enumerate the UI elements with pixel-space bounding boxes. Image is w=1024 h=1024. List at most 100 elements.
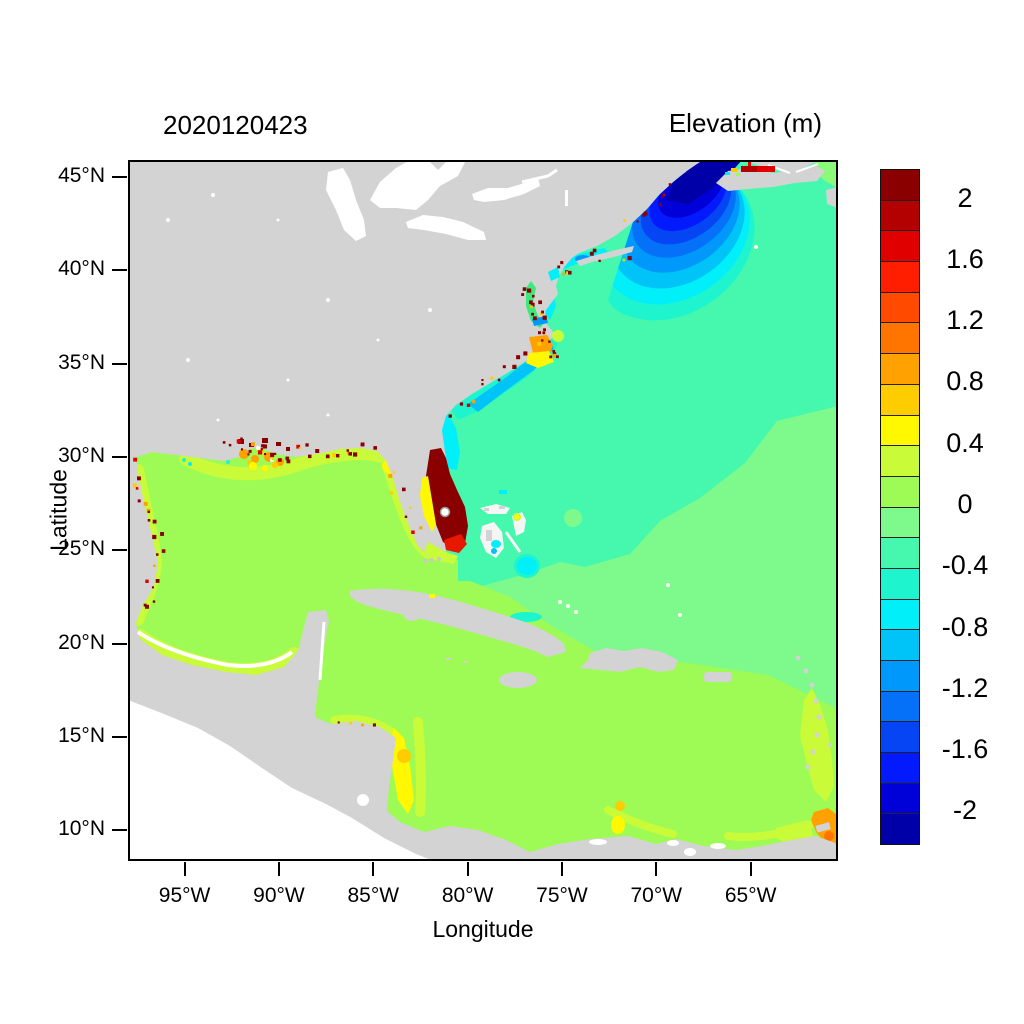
x-tick-label: 70°W [630,884,683,907]
coast-speckle [541,310,544,314]
x-tick-mark [655,862,658,876]
cuba-ne-cyan [517,557,537,575]
coast-speckle [143,501,148,506]
pamlico-yellow [526,351,554,368]
right-edge-fringe [800,688,834,802]
coast-speckle [332,453,336,458]
coast-speckle [160,532,164,536]
coast-speckle [393,471,396,474]
caribbean-islands [349,588,832,833]
y-tick-mark [112,549,127,552]
coast-speckle [472,399,476,404]
colorbar-cell [881,783,919,815]
coast-speckle [137,476,141,481]
st-lawrence-river [521,168,558,184]
colorbar-cell [881,599,919,631]
x-tick-mark [749,862,752,876]
coast-speckle [527,288,532,293]
coast-speckle [152,600,156,603]
coast-speckle [404,515,408,518]
coast-speckle [643,211,648,216]
coast-speckle [490,376,494,380]
coast-speckle [549,355,553,359]
coast-speckle [260,448,263,451]
coast-speckle [274,452,277,455]
colombia-yellow-blob [611,816,625,834]
coast-speckle [522,287,527,291]
colorbar-cell [881,538,919,569]
x-tick-mark [372,862,375,876]
puerto-rico [704,672,732,682]
colorbar-cell [881,446,919,477]
coast-gap [589,839,607,845]
bahamas-banks [480,245,758,617]
colorbar-cell [881,200,919,232]
x-tick-label: 65°W [724,884,777,907]
coast-speckle [145,579,149,583]
chesapeake-bay [526,281,545,328]
x-tick-mark [560,862,563,876]
x-tick-mark [277,862,280,876]
coast-speckle [308,454,312,459]
lake-champlain [565,190,568,206]
coast-speckle [529,300,533,304]
coast-speckle [337,721,340,724]
coast-speckle [325,454,330,459]
coast-speckle [298,447,301,450]
coast-speckle [152,519,157,524]
coast-speckle [557,265,561,269]
coast-speckle [305,443,309,447]
coast-speckle [589,251,594,256]
lake-huron [370,160,466,210]
cape-breton [826,187,838,208]
coast-speckle [286,459,291,464]
colorbar-cell [881,384,919,416]
colorbar-tick-label: 0.8 [946,366,984,397]
coast-speckle [137,499,141,503]
pacific-outside-domain [128,700,434,861]
lake-michigan [326,168,366,241]
y-tick-mark [112,269,127,272]
coast-speckle [361,723,364,727]
colorbar-cell [881,292,919,324]
colorbar-tick-label: 0 [957,489,973,519]
coast-speckle [562,272,565,276]
coast-speckle [512,364,517,369]
coast-speckle [264,453,267,456]
coast-speckle [556,355,559,359]
lake-erie [406,215,486,240]
colorbar-cell [881,507,919,539]
x-tick-label: 80°W [441,884,494,907]
coast-speckle [243,451,248,456]
coast-speckle [240,448,243,451]
coast-speckle [419,526,423,530]
lake-okeechobee [439,506,451,518]
coast-speckle [348,452,352,456]
coast-speckle [278,458,282,462]
colorbar-tick-label: -1.6 [941,734,989,765]
coast-speckle [448,414,452,418]
trinidad-orange-core [824,831,834,841]
coast-speckle [538,331,541,335]
coast-speckle [373,446,377,450]
coast-speckle [161,549,166,553]
coast-speckle [466,403,471,407]
coast-speckle [132,483,137,488]
coast-speckle [502,365,506,369]
coast-speckle [156,553,159,556]
cuba [349,588,566,657]
colorbar-cell [881,262,919,293]
y-tick-mark [112,829,127,832]
coast-speckle [459,402,464,406]
y-tick-label: 30°N [58,444,105,467]
fundy-gold-dot [731,168,737,172]
coast-speckle [543,328,546,332]
cayman-islands [446,658,451,660]
fundy-green-dot [736,173,740,176]
colorbar-cell [881,814,919,845]
y-tick-label: 20°N [58,630,105,654]
colorbar-tick-label: 1.2 [946,305,984,336]
southeast-florida-maroon-blob [426,448,468,550]
y-tick-mark [112,736,127,739]
coast-speckle [523,351,528,356]
